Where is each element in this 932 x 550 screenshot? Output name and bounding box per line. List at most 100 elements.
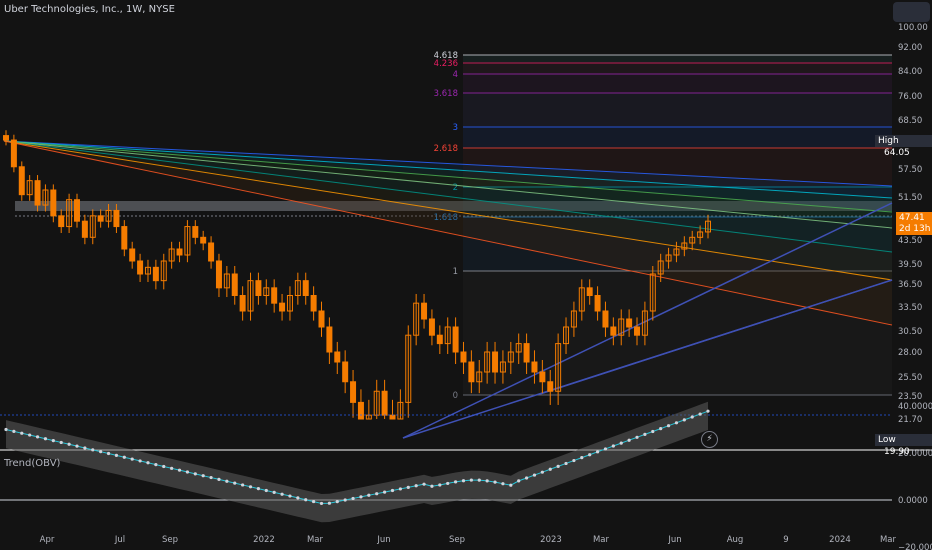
candle	[539, 360, 546, 394]
obv-dot	[43, 437, 48, 441]
time-axis-label: 2022	[253, 535, 275, 545]
time-axis-label: Jun	[667, 535, 681, 545]
candle	[531, 350, 538, 384]
candle	[570, 301, 577, 337]
candle-body	[444, 326, 451, 345]
candle-body	[570, 310, 577, 328]
candle-body	[492, 351, 499, 373]
candle	[697, 225, 704, 245]
obv-dot	[359, 495, 363, 499]
obv-dot	[706, 409, 710, 413]
candle-body	[665, 254, 672, 262]
candle-body	[176, 248, 183, 256]
candle	[634, 317, 641, 346]
candle-body	[507, 351, 514, 363]
fan-line	[3, 140, 893, 213]
candle	[610, 317, 617, 346]
candle-body	[641, 310, 648, 336]
obv-dot	[469, 478, 473, 482]
fib-level-label: 1	[453, 267, 458, 277]
layout-button[interactable]	[893, 2, 930, 22]
candle-body	[602, 310, 609, 328]
countdown-badge: 2d 13h	[896, 223, 932, 235]
obv-dot	[12, 429, 16, 433]
candle-body	[350, 381, 357, 403]
candle-body	[555, 343, 562, 392]
lightning-icon[interactable]: ⚡	[701, 431, 718, 448]
obv-dot	[209, 475, 213, 480]
time-axis-label: Aug	[727, 535, 744, 545]
indicator-title: Trend(OBV)	[4, 458, 61, 469]
time-axis-label: 9	[783, 535, 788, 545]
fib-zone	[463, 187, 892, 217]
candle	[334, 341, 341, 374]
obv-dot	[304, 498, 308, 502]
obv-dot	[674, 421, 679, 425]
obv-dot	[67, 442, 71, 446]
candle-body	[113, 209, 120, 228]
candle-body	[10, 139, 17, 168]
candle-body	[578, 287, 585, 312]
candle	[192, 220, 199, 245]
candle-body	[705, 220, 711, 233]
obv-dot	[193, 472, 197, 476]
candle	[113, 203, 120, 234]
obv-dot	[501, 482, 505, 486]
fib-zone	[463, 217, 892, 271]
candle	[279, 293, 286, 321]
candle-body	[563, 326, 570, 345]
candle-body	[428, 318, 435, 336]
obv-dot	[4, 427, 8, 432]
indicator-axis-label: 20.0000	[898, 449, 932, 459]
candle	[673, 241, 680, 263]
candle-body	[160, 260, 167, 282]
obv-dot	[682, 418, 686, 422]
price-axis-label: 30.50	[898, 327, 922, 337]
obv-dot	[383, 490, 387, 494]
candle	[405, 325, 412, 418]
candle-body	[263, 287, 270, 297]
candle-body	[389, 414, 396, 420]
candle	[705, 214, 711, 239]
fib-zone	[463, 127, 892, 148]
fib-level-label: 4.618	[434, 51, 458, 61]
price-axis-label: 100.00	[898, 23, 928, 33]
candle	[121, 220, 128, 257]
obv-dot	[177, 468, 182, 472]
obv-dot	[35, 435, 40, 439]
fib-zone	[463, 93, 892, 127]
candle	[578, 279, 585, 321]
indicator-axis-label: 0.0000	[898, 496, 928, 506]
obv-dot	[390, 488, 395, 493]
price-axis-label: 51.50	[898, 193, 922, 203]
obv-dot	[185, 470, 190, 474]
price-axis-label: 36.50	[898, 280, 922, 290]
candle-body	[144, 266, 151, 275]
candle-body	[436, 334, 443, 345]
candle	[144, 259, 151, 282]
obv-dot	[509, 483, 513, 487]
candle-body	[26, 180, 33, 196]
obv-dot	[461, 479, 466, 483]
obv-dot	[493, 480, 497, 484]
candle	[649, 266, 656, 321]
obv-dot	[556, 464, 560, 468]
candle-body	[247, 280, 254, 312]
fib-level-label: 1.618	[434, 213, 458, 223]
low-value: 19.90	[884, 447, 910, 457]
candle-body	[192, 226, 199, 238]
candle	[255, 272, 262, 305]
candle	[381, 379, 388, 419]
candle	[26, 175, 33, 201]
fan-line	[3, 140, 893, 253]
candle-body	[137, 260, 144, 275]
obv-dot	[485, 479, 489, 483]
obv-dot	[114, 453, 119, 457]
candle	[618, 309, 625, 346]
candle	[468, 350, 475, 394]
candle	[389, 399, 396, 420]
obv-dot	[327, 501, 331, 505]
candle	[184, 220, 191, 263]
obv-dot	[170, 466, 174, 470]
